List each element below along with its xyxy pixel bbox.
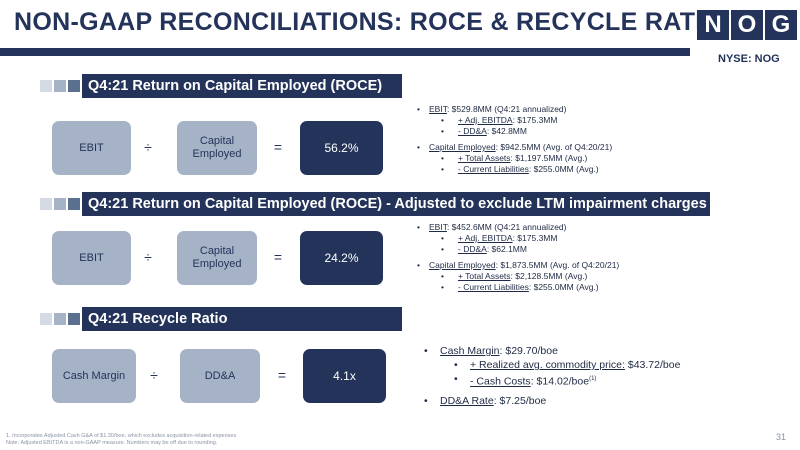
formula-denominator-box: DD&A bbox=[180, 349, 260, 403]
logo-letter-n: N bbox=[697, 10, 729, 40]
section-heading: Q4:21 Recycle Ratio bbox=[82, 307, 402, 331]
bullet-list: • EBIT: $529.8MM (Q4:21 annualized) • + Ad… bbox=[417, 104, 612, 175]
formula-result-box: 24.2% bbox=[300, 231, 383, 285]
bullet-item: • + Adj. EBITDA: $175.3MM bbox=[441, 233, 558, 243]
logo-letter-g: G bbox=[765, 10, 797, 40]
equals-sign: = bbox=[273, 249, 283, 265]
bullet-item: • + Adj. EBITDA: $175.3MM bbox=[441, 115, 558, 125]
section-marker-square bbox=[68, 198, 80, 210]
footnote: 1. Incorporates Adjusted Cash G&A of $1.… bbox=[6, 433, 236, 447]
section-marker-square bbox=[40, 313, 52, 325]
bullet-item: • - Cash Costs: $14.02/boe(1) bbox=[454, 373, 597, 388]
equals-sign: = bbox=[277, 367, 287, 383]
bullet-item: • - DD&A: $42.8MM bbox=[441, 126, 527, 136]
equals-sign: = bbox=[273, 139, 283, 155]
bullet-item: • + Realized avg. commodity price: $43.72… bbox=[454, 359, 681, 371]
bullet-item: • Cash Margin: $29.70/boe bbox=[424, 345, 558, 357]
bullet-item: • - Current Liabilities: $255.0MM (Avg.) bbox=[441, 164, 599, 174]
section-marker-square bbox=[68, 80, 80, 92]
section-heading: Q4:21 Return on Capital Employed (ROCE) bbox=[82, 74, 402, 98]
bullet-item: • EBIT: $452.6MM (Q4:21 annualized) bbox=[417, 222, 567, 232]
formula-denominator-box: Capital Employed bbox=[177, 121, 257, 175]
formula-denominator-box: Capital Employed bbox=[177, 231, 257, 285]
bullet-item: • + Total Assets: $2,128.5MM (Avg.) bbox=[441, 271, 588, 281]
page-title: NON-GAAP RECONCILIATIONS: ROCE & RECYCLE… bbox=[14, 8, 723, 36]
section-heading: Q4:21 Return on Capital Employed (ROCE) … bbox=[82, 192, 710, 216]
bullet-item: • Capital Employed: $1,873.5MM (Avg. of Q… bbox=[417, 260, 620, 270]
section-marker-square bbox=[40, 80, 52, 92]
divide-sign: ÷ bbox=[144, 139, 152, 155]
logo-letter-o: O bbox=[731, 10, 763, 40]
formula-numerator-box: EBIT bbox=[52, 231, 131, 285]
bullet-item: • DD&A Rate: $7.25/boe bbox=[424, 394, 547, 407]
formula-numerator-box: Cash Margin bbox=[52, 349, 136, 403]
divide-sign: ÷ bbox=[144, 249, 152, 265]
bullet-item: • Capital Employed: $942.5MM (Avg. of Q4:… bbox=[417, 142, 613, 152]
section-marker-square bbox=[54, 198, 66, 210]
bullet-list: • EBIT: $452.6MM (Q4:21 annualized) • + Ad… bbox=[417, 222, 619, 293]
divide-sign: ÷ bbox=[150, 367, 158, 383]
page-number: 31 bbox=[776, 432, 787, 442]
footnote-line: Note: Adjusted EBITDA is a non-GAAP meas… bbox=[6, 440, 218, 446]
section-marker-square bbox=[40, 198, 52, 210]
formula-numerator-box: EBIT bbox=[52, 121, 131, 175]
header-rule bbox=[0, 48, 690, 56]
footnote-ref: (1) bbox=[589, 376, 597, 382]
bullet-item: • - DD&A: $62.1MM bbox=[441, 244, 527, 254]
formula-result-box: 56.2% bbox=[300, 121, 383, 175]
section-marker-square bbox=[54, 313, 66, 325]
section-marker-square bbox=[68, 313, 80, 325]
bullet-item: • EBIT: $529.8MM (Q4:21 annualized) bbox=[417, 104, 567, 114]
formula-result-box: 4.1x bbox=[303, 349, 386, 403]
ticker-label: NYSE: NOG bbox=[718, 53, 780, 65]
section-marker-square bbox=[54, 80, 66, 92]
bullet-item: • - Current Liabilities: $255.0MM (Avg.) bbox=[441, 282, 599, 292]
bullet-list: • Cash Margin: $29.70/boe • + Realized avg… bbox=[424, 344, 680, 408]
bullet-item: • + Total Assets: $1,197.5MM (Avg.) bbox=[441, 153, 588, 163]
footnote-line: 1. Incorporates Adjusted Cash G&A of $1.… bbox=[6, 433, 237, 439]
